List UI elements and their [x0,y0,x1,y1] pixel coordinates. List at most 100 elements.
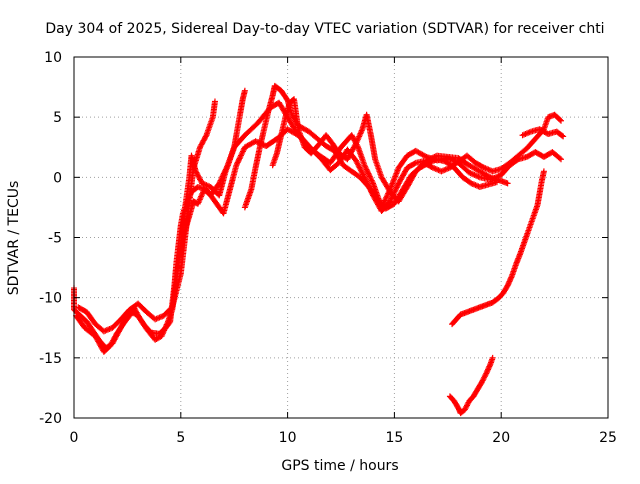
series-track-4 [175,87,248,259]
y-axis-label: SDTVAR / TECUs [6,181,22,296]
data-point-marker [489,354,496,361]
data-point-marker [381,197,388,204]
data-point-marker [236,155,243,162]
data-point-marker [363,166,370,173]
chart-title: Day 304 of 2025, Sidereal Day-to-day VTE… [45,21,604,37]
data-point-marker [508,274,515,281]
data-point-marker [384,191,391,198]
data-point-marker [472,172,479,179]
data-point-marker [211,98,218,105]
data-point-marker [382,196,389,203]
y-tick-label: -20 [39,411,62,427]
data-point-marker [237,152,244,159]
data-point-marker [234,159,241,166]
data-point-marker [479,164,486,171]
data-point-marker [504,282,511,289]
data-point-marker [361,162,368,169]
data-point-marker [540,168,547,175]
data-point-marker [240,147,247,154]
y-tick-label: 0 [53,170,62,186]
data-point-marker [387,197,394,204]
data-point-marker [352,141,359,148]
data-point-marker [387,198,394,205]
data-point-marker [365,170,372,177]
grid-lines [74,57,608,418]
data-point-marker [237,153,244,160]
data-point-marker [560,133,567,140]
data-point-marker [233,160,240,167]
data-point-marker [233,162,240,169]
data-point-marker [219,173,226,180]
data-point-marker [364,167,371,174]
data-point-marker [474,173,481,180]
data-point-marker [505,281,512,288]
y-tick-label: 5 [53,110,62,126]
series-track-6 [269,96,565,205]
data-point-marker [485,364,492,371]
data-point-marker [505,279,512,286]
data-point-marker [362,165,369,172]
data-point-marker [235,158,242,165]
data-point-marker [362,163,369,170]
data-point-marker [506,278,513,285]
data-point-marker [556,116,563,123]
data-point-marker [239,148,246,155]
data-point-marker [559,132,566,139]
x-tick-label: 0 [70,430,79,446]
series-track-1 [71,126,565,352]
data-point-marker [392,187,399,194]
data-point-marker [223,165,230,172]
data-point-marker [470,171,477,178]
series-track-9 [446,354,496,417]
data-point-marker [486,363,493,370]
data-point-marker [222,166,229,173]
series-track-2 [73,99,511,355]
data-point-marker [483,370,490,377]
data-point-marker [221,169,228,176]
series-track-3 [75,98,218,335]
data-point-marker [220,170,227,177]
data-point-marker [475,173,482,180]
data-point-marker [366,172,373,179]
data-point-marker [218,174,225,181]
data-point-marker [411,160,418,167]
x-tick-label: 5 [176,430,185,446]
data-point-marker [394,183,401,190]
y-tick-label: -5 [48,231,62,247]
y-tick-label: 10 [44,50,62,66]
data-point-marker [217,177,224,184]
data-point-marker [252,138,259,145]
data-point-marker [393,184,400,191]
data-point-marker [220,172,227,179]
data-point-marker [364,169,371,176]
data-point-marker [283,96,290,103]
data-point-marker [218,176,225,183]
y-tick-label: -15 [39,351,62,367]
data-point-marker [368,176,375,183]
data-point-marker [493,179,500,186]
data-point-marker [558,156,565,163]
data-point-marker [393,185,400,192]
data-point-marker [368,177,375,184]
series-track-8 [449,168,547,328]
x-axis-label: GPS time / hours [281,458,398,474]
data-point-marker [235,156,242,163]
data-point-marker [383,193,390,200]
data-point-marker [238,151,245,158]
data-point-marker [216,180,223,187]
x-tick-label: 10 [279,430,297,446]
data-point-marker [428,164,435,171]
series-track-7 [519,126,567,140]
data-point-marker [485,366,492,373]
data-point-marker [383,194,390,201]
data-point-marker [395,181,402,188]
x-tick-label: 15 [385,430,403,446]
data-point-marker [471,171,478,178]
x-tick-label: 25 [599,430,617,446]
data-point-marker [486,173,493,180]
data-point-marker [224,163,231,170]
data-point-marker [369,178,376,185]
data-point-marker [467,170,474,177]
